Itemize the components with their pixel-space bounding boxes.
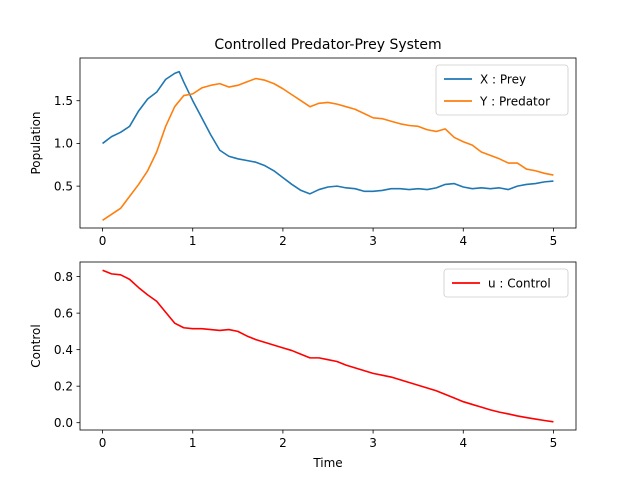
population-panel: 0 1 2 3 4 5 0.5 1.0 1.5 Population X : Prey Y : Pre… [29,57,577,248]
population-x-tick-label-4: 4 [459,234,467,248]
control-x-tick-label-1: 1 [189,436,197,450]
population-legend-label-1: Y : Predator [479,94,550,108]
population-y-tick-label-0: 0.5 [54,179,73,193]
control-series-line-0 [102,269,554,423]
control-y-tick-label-2: 0.4 [54,343,73,357]
population-x-tick-label-5: 5 [550,234,558,248]
control-x-tick-label-2: 2 [279,436,287,450]
population-x-tick-label-2: 2 [279,234,287,248]
population-legend-label-0: X : Prey [480,72,526,86]
control-legend-label-0: u : Control [488,276,551,290]
control-legend: u : Control [443,268,569,298]
top-chart-title: Controlled Predator-Prey System [214,37,441,53]
population-legend-box [435,64,569,116]
population-y-tick-label-2: 1.5 [54,94,73,108]
control-x-tick-label-0: 0 [99,436,107,450]
population-axes-frame [79,57,577,229]
population-x-tick-label-0: 0 [99,234,107,248]
control-x-axis-label: Time [312,456,342,470]
population-x-tick-label-1: 1 [189,234,197,248]
population-series-line-0 [102,70,554,195]
control-y-tick-label-3: 0.6 [54,306,73,320]
control-y-tick-label-4: 0.8 [54,270,73,284]
population-y-tick-label-1: 1.0 [54,137,73,151]
population-y-axis-label: Population [29,111,43,174]
control-legend-box [443,268,569,298]
control-x-tick-label-3: 3 [369,436,377,450]
control-x-tick-label-5: 5 [550,436,558,450]
control-panel: 0 1 2 3 4 5 0.0 0.2 0.4 0.6 0.8 Control Time u : Cont… [29,261,577,470]
control-axes-frame [79,261,577,431]
control-y-tick-label-0: 0.0 [54,416,73,430]
control-x-tick-label-4: 4 [459,436,467,450]
population-legend: X : Prey Y : Predator [435,64,569,116]
control-y-axis-label: Control [29,324,43,367]
population-series-line-1 [102,77,554,221]
control-y-tick-label-1: 0.2 [54,379,73,393]
population-x-tick-label-3: 3 [369,234,377,248]
